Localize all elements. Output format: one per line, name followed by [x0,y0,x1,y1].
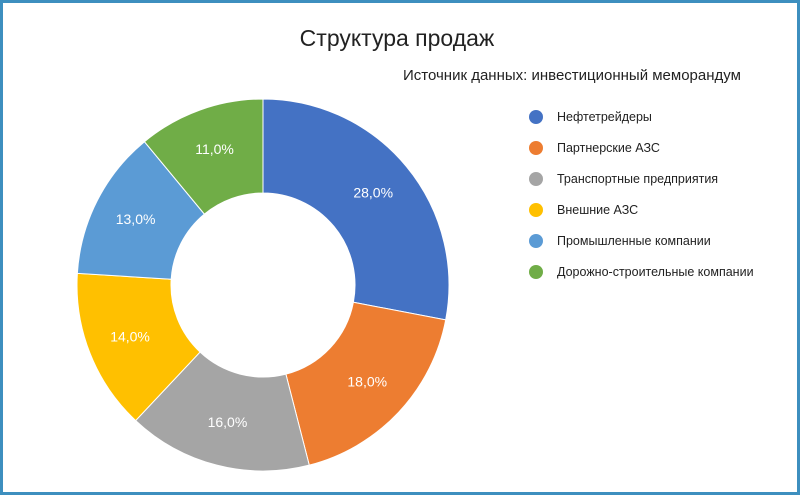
slice-value-label: 16,0% [208,414,248,430]
donut-slice [285,301,447,466]
legend-item: Дорожно-строительные компании [529,256,754,287]
donut-slice [134,351,310,472]
legend-marker-icon [529,140,543,155]
legend-marker-icon [529,264,543,279]
legend-item: Промышленные компании [529,225,754,256]
donut-slice [143,98,264,215]
legend-label: Дорожно-строительные компании [557,264,754,279]
chart-subtitle: Источник данных: инвестиционный меморанд… [403,67,741,84]
slice-value-label: 14,0% [110,328,150,344]
chart-title: Структура продаж [299,25,495,51]
legend-item: Нефтетрейдеры [529,101,754,132]
legend-item: Партнерские АЗС [529,132,754,163]
legend-marker-icon [529,109,543,124]
slice-value-label: 28,0% [353,185,393,201]
slice-value-label: 11,0% [195,141,234,157]
legend-marker-icon [529,233,543,248]
legend-item: Транспортные предприятия [529,163,754,194]
legend-label: Транспортные предприятия [557,171,719,186]
legend-label: Промышленные компании [557,233,711,248]
legend-marker-icon [529,202,543,217]
slice-value-label: 13,0% [116,211,156,227]
legend-label: Внешние АЗС [557,202,639,217]
legend-marker-icon [529,171,543,186]
donut-slice [262,98,450,321]
chart-legend: Нефтетрейдеры Партнерские АЗС Транспортн… [529,101,754,287]
legend-label: Нефтетрейдеры [557,109,652,124]
legend-item: Внешние АЗС [529,194,754,225]
slice-value-label: 18,0% [347,374,387,390]
legend-label: Партнерские АЗС [557,140,660,155]
